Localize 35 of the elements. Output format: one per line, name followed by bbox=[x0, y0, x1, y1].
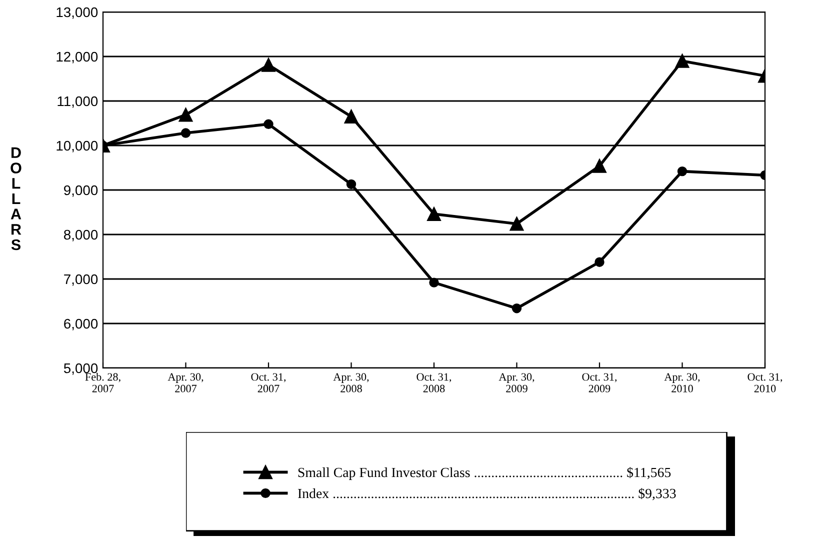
point bbox=[429, 278, 439, 288]
point bbox=[677, 166, 688, 176]
y-tick-label: 11,000 bbox=[58, 96, 98, 108]
point bbox=[264, 119, 274, 129]
y-tick-label: 9,000 bbox=[64, 185, 98, 197]
point bbox=[512, 304, 522, 314]
x-tick-label: Oct. 31, 2007 bbox=[251, 373, 286, 392]
y-tick-label: 6,000 bbox=[64, 318, 98, 330]
x-tick-label: Oct. 31, 2008 bbox=[416, 373, 452, 392]
point bbox=[178, 108, 193, 122]
point bbox=[262, 58, 276, 72]
x-tick-label: Feb. 28, 2007 bbox=[85, 372, 120, 392]
legend-label: Small Cap Fund Investor Class ........................................... $11,565 bbox=[298, 466, 671, 480]
y-tick-label: 8,000 bbox=[64, 230, 98, 242]
x-tick-label: Apr. 30, 2007 bbox=[168, 373, 204, 392]
y-tick-label: 13,000 bbox=[56, 7, 98, 19]
point bbox=[510, 216, 524, 231]
x-tick-label: Apr. 30, 2009 bbox=[498, 373, 534, 392]
y-tick-label: 10,000 bbox=[56, 140, 98, 152]
y-tick-label: 12,000 bbox=[56, 52, 98, 64]
y-axis-title: DOLLARS bbox=[10, 147, 22, 250]
y-tick-label: 7,000 bbox=[64, 274, 98, 286]
point bbox=[427, 207, 441, 221]
point bbox=[594, 257, 604, 267]
point bbox=[346, 179, 356, 190]
point bbox=[592, 159, 606, 173]
x-tick-label: Oct. 31, 2010 bbox=[748, 373, 782, 392]
x-tick-label: Oct. 31, 2009 bbox=[582, 373, 617, 392]
point bbox=[344, 110, 358, 124]
y-tick-label: 5,000 bbox=[64, 363, 98, 375]
x-tick-label: Apr. 30, 2008 bbox=[333, 373, 369, 392]
point bbox=[180, 128, 191, 138]
legend-label: Index ....................................................................................... $9,333 bbox=[298, 488, 676, 500]
point bbox=[675, 54, 690, 68]
x-tick-label: Apr. 30, 2010 bbox=[664, 373, 700, 392]
